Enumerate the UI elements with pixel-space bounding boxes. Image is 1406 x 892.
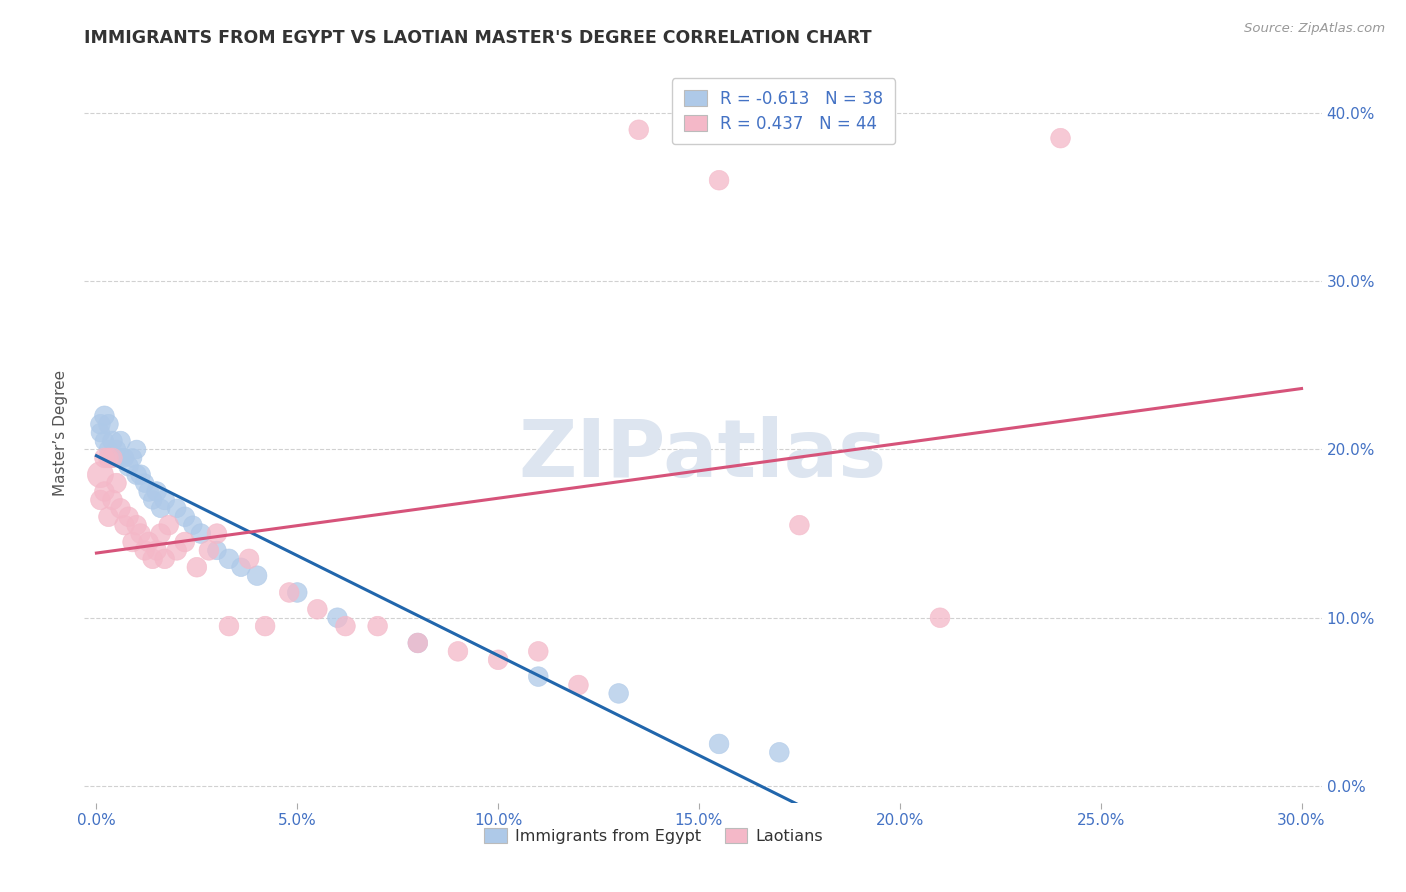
Point	[768, 745, 790, 759]
Text: IMMIGRANTS FROM EGYPT VS LAOTIAN MASTER'S DEGREE CORRELATION CHART: IMMIGRANTS FROM EGYPT VS LAOTIAN MASTER'…	[84, 29, 872, 47]
Point	[929, 610, 952, 624]
Point	[89, 425, 111, 440]
Y-axis label: Master’s Degree: Master’s Degree	[53, 369, 69, 496]
Point	[335, 619, 357, 633]
Point	[278, 585, 301, 599]
Point	[229, 560, 252, 574]
Point	[326, 610, 349, 624]
Point	[89, 467, 111, 482]
Point	[218, 619, 240, 633]
Point	[129, 526, 152, 541]
Point	[110, 501, 132, 516]
Point	[101, 492, 124, 507]
Point	[105, 476, 128, 491]
Point	[246, 568, 269, 582]
Point	[567, 678, 589, 692]
Point	[110, 450, 132, 465]
Point	[486, 653, 509, 667]
Text: Source: ZipAtlas.com: Source: ZipAtlas.com	[1244, 22, 1385, 36]
Point	[238, 551, 260, 566]
Point	[218, 551, 240, 566]
Point	[367, 619, 389, 633]
Point	[93, 450, 115, 465]
Legend: Immigrants from Egypt, Laotians: Immigrants from Egypt, Laotians	[478, 822, 830, 850]
Point	[101, 450, 124, 465]
Point	[142, 551, 165, 566]
Point	[142, 492, 165, 507]
Point	[93, 409, 115, 423]
Point	[166, 543, 188, 558]
Point	[145, 484, 167, 499]
Point	[125, 467, 148, 482]
Point	[707, 173, 730, 187]
Point	[789, 518, 811, 533]
Point	[186, 560, 208, 574]
Point	[93, 484, 115, 499]
Point	[97, 509, 120, 524]
Point	[89, 492, 111, 507]
Point	[707, 737, 730, 751]
Point	[93, 434, 115, 448]
Point	[205, 543, 228, 558]
Point	[125, 518, 148, 533]
Point	[205, 526, 228, 541]
Point	[254, 619, 277, 633]
Point	[114, 450, 136, 465]
Point	[1049, 131, 1071, 145]
Point	[117, 459, 139, 474]
Point	[285, 585, 308, 599]
Point	[129, 467, 152, 482]
Point	[173, 509, 195, 524]
Text: ZIPatlas: ZIPatlas	[519, 416, 887, 494]
Point	[114, 518, 136, 533]
Point	[134, 476, 156, 491]
Point	[110, 434, 132, 448]
Point	[607, 686, 630, 700]
Point	[173, 535, 195, 549]
Point	[527, 670, 550, 684]
Point	[138, 484, 160, 499]
Point	[138, 535, 160, 549]
Point	[166, 501, 188, 516]
Point	[153, 492, 176, 507]
Point	[134, 543, 156, 558]
Point	[627, 122, 650, 136]
Point	[101, 450, 124, 465]
Point	[97, 417, 120, 432]
Point	[447, 644, 470, 658]
Point	[149, 501, 172, 516]
Point	[101, 434, 124, 448]
Point	[149, 526, 172, 541]
Point	[153, 551, 176, 566]
Point	[121, 535, 143, 549]
Point	[307, 602, 329, 616]
Point	[190, 526, 212, 541]
Point	[117, 509, 139, 524]
Point	[181, 518, 204, 533]
Point	[406, 636, 429, 650]
Point	[125, 442, 148, 457]
Point	[527, 644, 550, 658]
Point	[89, 417, 111, 432]
Point	[97, 450, 120, 465]
Point	[145, 543, 167, 558]
Point	[406, 636, 429, 650]
Point	[105, 442, 128, 457]
Point	[121, 450, 143, 465]
Point	[198, 543, 221, 558]
Point	[157, 518, 180, 533]
Point	[97, 442, 120, 457]
